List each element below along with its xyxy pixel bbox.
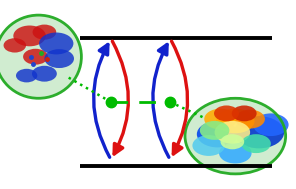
Circle shape — [23, 49, 48, 65]
Circle shape — [200, 121, 229, 140]
Circle shape — [39, 33, 73, 54]
Circle shape — [13, 26, 46, 46]
Circle shape — [216, 109, 255, 133]
Circle shape — [197, 121, 238, 147]
Ellipse shape — [0, 15, 81, 98]
Circle shape — [214, 105, 239, 121]
Circle shape — [32, 66, 57, 82]
Circle shape — [204, 109, 237, 129]
Circle shape — [232, 105, 257, 121]
Circle shape — [235, 110, 265, 129]
Circle shape — [192, 135, 225, 156]
Circle shape — [44, 49, 74, 68]
Circle shape — [253, 113, 289, 136]
Circle shape — [221, 134, 244, 149]
Circle shape — [215, 121, 250, 144]
Ellipse shape — [185, 98, 286, 174]
Circle shape — [234, 116, 284, 148]
Circle shape — [16, 69, 37, 82]
Circle shape — [33, 25, 56, 40]
Circle shape — [219, 143, 252, 163]
Circle shape — [241, 134, 271, 153]
Circle shape — [4, 38, 26, 53]
